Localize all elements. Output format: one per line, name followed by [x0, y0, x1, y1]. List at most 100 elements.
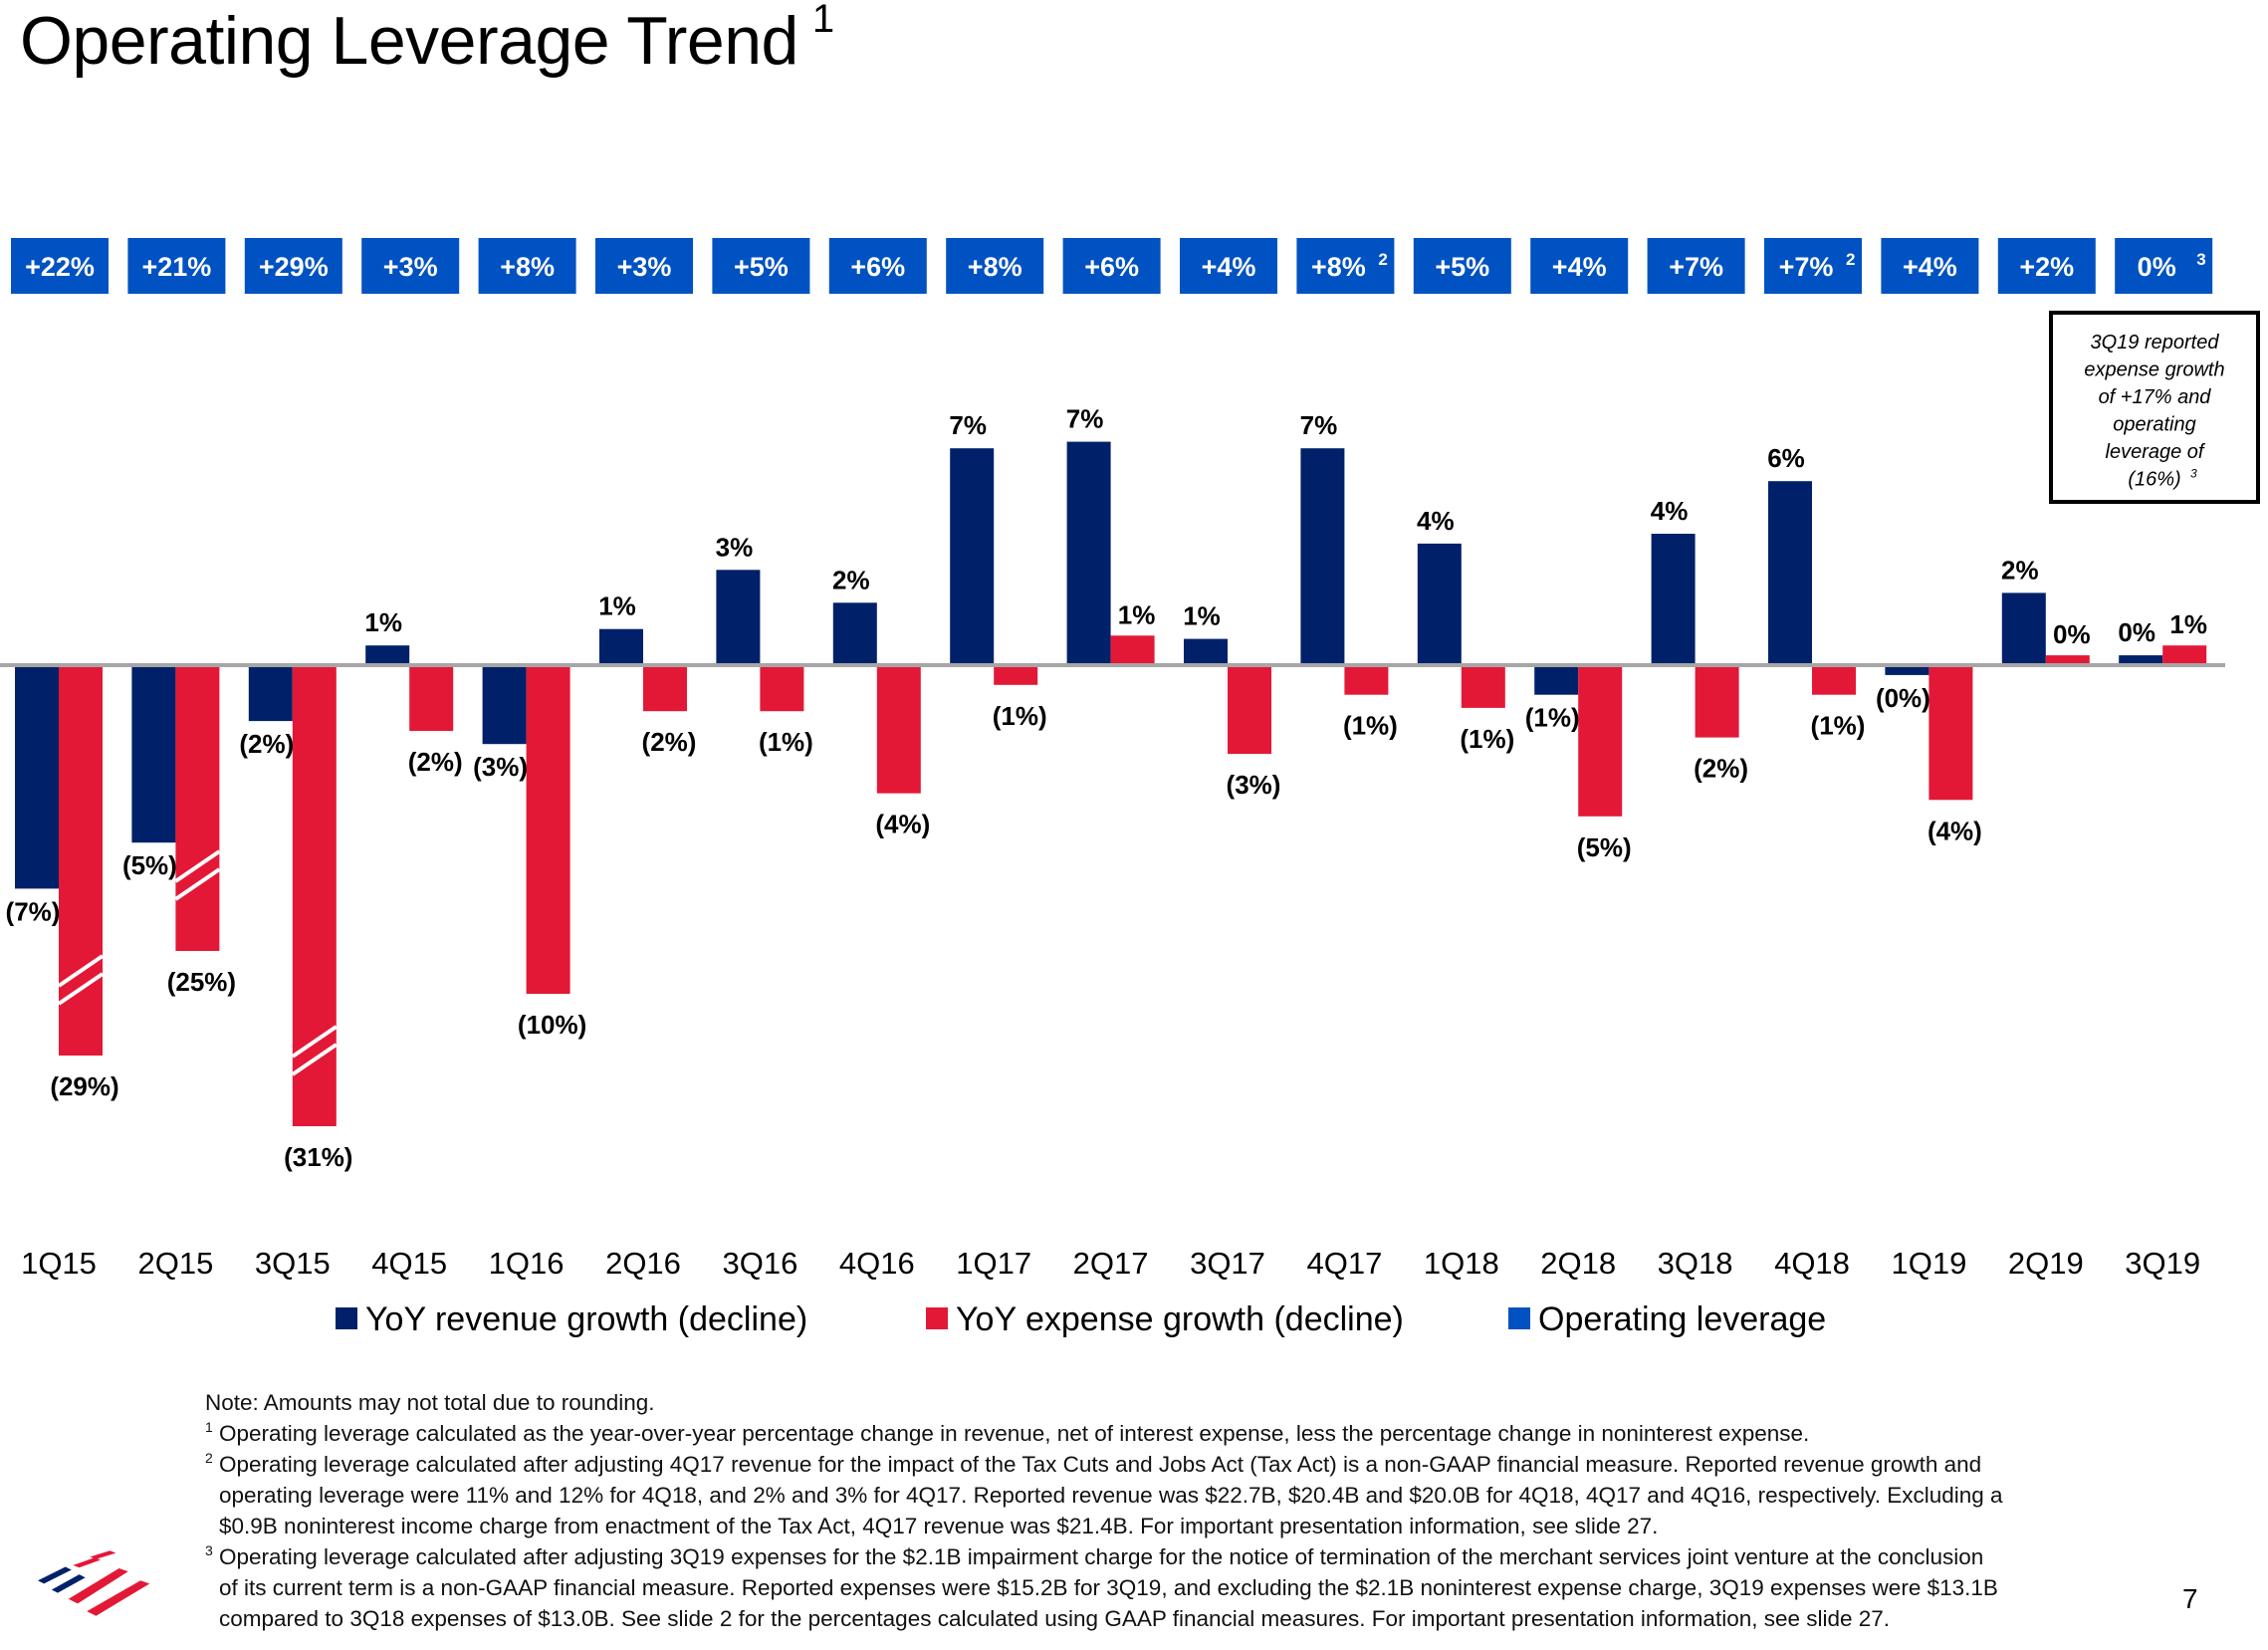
- revenue-value-label: (1%): [1525, 703, 1580, 733]
- annotation-line: expense growth: [2084, 359, 2224, 381]
- operating-leverage-value: +2%: [2019, 252, 2074, 282]
- expense-value-label: (31%): [284, 1142, 352, 1172]
- expense-bar: [994, 665, 1038, 685]
- expense-bar: [1928, 665, 1973, 801]
- footnote-text: Operating leverage calculated as the yea…: [219, 1421, 1810, 1446]
- revenue-bar: [2001, 592, 2046, 665]
- operating-leverage-value: +4%: [1903, 252, 1957, 282]
- revenue-value-label: 3%: [716, 532, 754, 562]
- x-tick-label: 2Q17: [1073, 1246, 1149, 1281]
- operating-leverage-value: +6%: [1084, 252, 1139, 282]
- expense-bar: [1110, 635, 1155, 665]
- legend-swatch: [336, 1307, 357, 1329]
- expense-bar: [1461, 665, 1505, 708]
- operating-leverage-box: [1180, 238, 1277, 294]
- expense-value-label: (3%): [1227, 770, 1281, 800]
- footnote-line: 1 Operating leverage calculated as the ye…: [205, 1418, 2156, 1449]
- revenue-value-label: 4%: [1417, 506, 1455, 536]
- footnote-text: operating leverage were 11% and 12% for …: [219, 1483, 2003, 1508]
- footnote-line: compared to 3Q18 expenses of $13.0B. See…: [205, 1603, 2156, 1634]
- revenue-value-label: (5%): [122, 850, 177, 880]
- axis-break-mark: [57, 972, 105, 1006]
- footnotes: Note: Amounts may not total due to round…: [205, 1387, 2156, 1634]
- logo-red-stripes: [68, 1550, 150, 1616]
- page-number: 7: [2182, 1583, 2198, 1614]
- expense-bar: [409, 665, 454, 731]
- footnote-line: 3 Operating leverage calculated after adj…: [205, 1541, 2156, 1572]
- note-text: Note: Amounts may not total due to round…: [205, 1390, 655, 1415]
- expense-value-label: (5%): [1577, 832, 1632, 862]
- expense-bar: [876, 665, 921, 794]
- x-tick-label: 2Q16: [605, 1246, 681, 1281]
- footnote-line: operating leverage were 11% and 12% for …: [205, 1480, 2156, 1511]
- revenue-bar: [1184, 638, 1228, 665]
- expense-value-label: (1%): [1343, 711, 1398, 741]
- x-tick-label: 2Q18: [1540, 1246, 1616, 1281]
- legend-label: Operating leverage: [1538, 1300, 1826, 1338]
- expense-bar: [1228, 665, 1271, 755]
- footnote-ref: 2: [1846, 250, 1855, 269]
- expense-value-label: (2%): [1694, 754, 1748, 784]
- revenue-value-label: 2%: [2001, 555, 2039, 585]
- revenue-bar: [482, 665, 527, 745]
- expense-value-label: (1%): [1460, 724, 1514, 754]
- title-text: Operating Leverage Trend: [20, 3, 798, 79]
- revenue-bar: [1300, 448, 1345, 665]
- operating-leverage-chart: +22% +21% +29% +3% +8% +3% +5% +6% +8% +6% +4% +8% 2…: [0, 238, 2260, 1338]
- expense-value-label: (29%): [50, 1071, 118, 1101]
- operating-leverage-value: +7%: [1669, 252, 1723, 282]
- annotation-line: operating: [2113, 414, 2195, 436]
- operating-leverage-value: +4%: [1202, 252, 1256, 282]
- axis-break-mark: [291, 1043, 338, 1076]
- revenue-bar: [950, 448, 995, 665]
- expense-value-label: (2%): [642, 727, 697, 757]
- expense-bar: [1812, 665, 1856, 695]
- x-tick-label: 3Q15: [255, 1246, 331, 1281]
- x-axis-ticks: 1Q15 2Q15 3Q15 4Q15 1Q16 2Q16 3Q16 4Q16 1Q17 2Q17…: [21, 1246, 2200, 1281]
- axis-break-mark: [291, 1025, 338, 1059]
- legend-label: YoY expense growth (decline): [956, 1300, 1404, 1338]
- footnote-line: $0.9B noninterest income charge from ena…: [205, 1511, 2156, 1541]
- operating-leverage-box: [11, 238, 109, 294]
- revenue-value-label: (7%): [6, 896, 61, 926]
- legend: YoY revenue growth (decline) YoY expense …: [336, 1300, 1826, 1338]
- expense-value-label: (4%): [1928, 816, 1982, 845]
- operating-leverage-box: [1413, 238, 1511, 294]
- revenue-bar: [716, 570, 761, 665]
- operating-leverage-box: [828, 238, 927, 294]
- operating-leverage-value: +7%: [1779, 252, 1834, 282]
- x-tick-label: 1Q15: [21, 1246, 97, 1281]
- operating-leverage-box: [361, 238, 460, 294]
- footnote-ref: 2: [1378, 250, 1387, 269]
- expense-bar: [2045, 655, 2090, 665]
- operating-leverage-value: +29%: [259, 252, 329, 282]
- footnote-text: $0.9B noninterest income charge from ena…: [219, 1514, 1659, 1538]
- x-tick-label: 4Q17: [1306, 1246, 1382, 1281]
- expense-bar: [175, 665, 220, 951]
- expense-bar: [292, 665, 337, 1126]
- x-tick-label: 3Q16: [722, 1246, 797, 1281]
- operating-leverage-box: [1062, 238, 1161, 294]
- operating-leverage-boxes: +22% +21% +29% +3% +8% +3% +5% +6% +8% +6% +4% +8% 2…: [11, 238, 2213, 294]
- footnote-text: compared to 3Q18 expenses of $13.0B. See…: [219, 1606, 1891, 1631]
- expense-value-label: (1%): [1811, 711, 1866, 741]
- revenue-value-label: 4%: [1651, 496, 1689, 526]
- annotation-line: (16%): [2128, 469, 2180, 491]
- operating-leverage-box: [478, 238, 576, 294]
- footnote-text: Operating leverage calculated after adju…: [219, 1544, 1984, 1569]
- revenue-bar: [1417, 543, 1462, 665]
- revenue-bar: [599, 628, 643, 665]
- operating-leverage-box: [127, 238, 226, 294]
- revenue-bar: [1768, 481, 1812, 665]
- operating-leverage-value: +8%: [1311, 252, 1366, 282]
- operating-leverage-value: 0%: [2138, 252, 2176, 282]
- footnote-ref: 3: [2190, 467, 2197, 481]
- revenue-bar: [1885, 665, 1929, 675]
- revenue-value-label: 1%: [598, 591, 636, 621]
- revenue-value-label: 7%: [1066, 404, 1104, 434]
- revenue-bar: [1534, 665, 1579, 695]
- expense-bar: [2162, 645, 2207, 665]
- operating-leverage-box: [244, 238, 342, 294]
- operating-leverage-value: +8%: [968, 252, 1022, 282]
- expense-value-label: (25%): [167, 967, 236, 997]
